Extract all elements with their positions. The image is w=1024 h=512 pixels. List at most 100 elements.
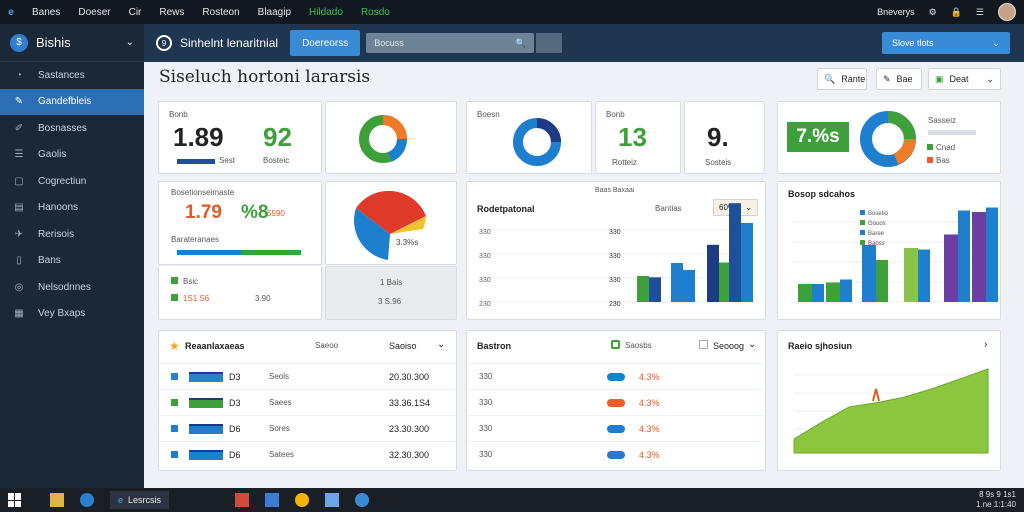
- summary-value: 1S1 S6: [183, 294, 210, 303]
- menu-item[interactable]: Hildado: [309, 6, 343, 18]
- area-chart-card: Raeio sjhosiun ›: [777, 330, 1001, 471]
- sidebar-header[interactable]: $ Bishis ⌄: [0, 24, 144, 62]
- toggle-icon[interactable]: [607, 398, 625, 407]
- tick-label: 230: [479, 301, 491, 308]
- browser-icon[interactable]: [80, 493, 94, 507]
- page-bar: Siseluch hortoni lararsis 🔍 Rante ✎ Bae ▣ D…: [144, 62, 1024, 92]
- globe-icon: ◎: [14, 281, 24, 293]
- chevron-down-icon[interactable]: ⌄: [125, 37, 134, 48]
- header-title: Sinhelnt lenaritnial: [180, 36, 279, 50]
- legend-swatch: [860, 210, 865, 215]
- sidebar-item[interactable]: ✈ Rerisois: [0, 221, 144, 248]
- bar: [918, 249, 930, 302]
- row-label: Sores: [269, 424, 290, 433]
- sidebar-item[interactable]: ▦ Vey Bxaps: [0, 301, 144, 328]
- bar: [944, 234, 958, 302]
- menu-item[interactable]: Blaagip: [257, 6, 292, 18]
- chrome-icon[interactable]: [295, 493, 310, 507]
- table-row[interactable]: 330 4.3%: [467, 415, 765, 441]
- sidebar-item[interactable]: ◔ Sastances: [0, 62, 144, 89]
- tick-label: 230: [609, 301, 621, 308]
- taskbar-app[interactable]: e Lesrcsis: [110, 491, 170, 509]
- table-row[interactable]: 330 4.3%: [467, 441, 765, 467]
- chevron-right-icon[interactable]: ›: [984, 339, 988, 350]
- row-code: D6: [229, 449, 241, 460]
- toggle-icon[interactable]: [607, 372, 625, 381]
- menu-item[interactable]: Cir: [128, 6, 142, 18]
- search-icon: 🔍: [824, 73, 836, 84]
- checkbox-icon[interactable]: [611, 340, 620, 349]
- app-logo-icon[interactable]: e: [8, 6, 14, 18]
- date-dropdown[interactable]: ▣ Deat ⌄: [928, 68, 1001, 90]
- chart-label: Bantias: [655, 204, 682, 213]
- menu-item[interactable]: Rosteon: [202, 6, 240, 18]
- table-row[interactable]: D3 Saees 33.36.1S4: [159, 389, 456, 415]
- table-row[interactable]: D6 Satees 32.30.300: [159, 441, 456, 467]
- search-button[interactable]: [536, 33, 563, 53]
- star-icon[interactable]: ★: [169, 339, 180, 353]
- table-row[interactable]: 330 4.3%: [467, 389, 765, 415]
- sidebar-item[interactable]: ✎ Gandefbleis: [0, 88, 144, 115]
- bar: [637, 276, 649, 302]
- chart-title: Rodetpatonal: [477, 204, 535, 214]
- chart-top-label: Baas Baxaai: [595, 187, 635, 194]
- sidebar-item[interactable]: ✐ Bosnasses: [0, 115, 144, 142]
- bar: [683, 269, 695, 302]
- dropdown-label[interactable]: Seooog: [713, 341, 745, 351]
- gear-icon[interactable]: ⚙: [928, 6, 937, 17]
- table-row[interactable]: 330 4.3%: [467, 363, 765, 389]
- chevron-down-icon[interactable]: ⌄: [437, 339, 446, 350]
- area-chart: [793, 368, 989, 454]
- app-header: 9 Sinhelnt lenaritnial Doereorss Bocuss …: [144, 24, 1024, 62]
- toggle-icon[interactable]: [607, 450, 625, 459]
- header-tab[interactable]: Doereorss: [290, 30, 361, 56]
- bar: [812, 284, 824, 302]
- menu-item[interactable]: Rosdo: [360, 6, 390, 18]
- sidebar-item[interactable]: ▯ Bans: [0, 248, 144, 275]
- menu-item[interactable]: Banes: [32, 6, 61, 18]
- bar-chart: Bosetio Gouos Baree Baoss: [793, 207, 998, 303]
- bar: [729, 203, 741, 302]
- sidebar-item[interactable]: ▤ Hanoons: [0, 195, 144, 222]
- table-row[interactable]: D3 Seols 20.30.300: [159, 363, 456, 389]
- avatar[interactable]: [998, 3, 1016, 21]
- summary-card: Bsic 1S1 S6 3.90: [158, 266, 322, 320]
- row-swatch: [171, 451, 178, 458]
- sidebar-item[interactable]: ◎ Nelsodnnes: [0, 274, 144, 301]
- toggle-icon[interactable]: [607, 424, 625, 433]
- grid-icon: ▦: [14, 308, 24, 320]
- donut-segment: [387, 138, 407, 162]
- search-button[interactable]: 🔍 Rante: [817, 68, 867, 90]
- card-foot: Barateranaes: [171, 235, 220, 244]
- lock-icon[interactable]: 🔒: [950, 6, 962, 17]
- legend-item: Bas: [936, 156, 950, 165]
- card-label: Boesn: [477, 110, 500, 119]
- bar: [719, 262, 731, 302]
- sidebar-item[interactable]: ▢ Cogrectiun: [0, 168, 144, 195]
- app-icon[interactable]: [325, 493, 340, 507]
- table-row[interactable]: D6 Sores 23.30.300: [159, 415, 456, 441]
- search-input[interactable]: Bocuss 🔍: [366, 33, 535, 53]
- sidebar-item[interactable]: ☰ Gaolis: [0, 142, 144, 169]
- menu-item[interactable]: Rews: [159, 6, 185, 18]
- windows-icon[interactable]: [8, 493, 22, 507]
- app-icon[interactable]: [235, 493, 250, 507]
- folder-icon[interactable]: [50, 493, 64, 507]
- app-icon[interactable]: [265, 493, 280, 507]
- checkbox-icon[interactable]: [699, 340, 708, 349]
- kpi-card: Bosetionseimaste 1.79 %8 5590 Baraterana…: [158, 181, 322, 265]
- menu-item[interactable]: Doeser: [78, 6, 111, 18]
- app-icon[interactable]: [355, 493, 370, 507]
- clock[interactable]: 8 9s 9 1s1 1.ne 1:1:40: [975, 490, 1016, 509]
- row-percent: 4.3%: [639, 371, 660, 382]
- header-action-button[interactable]: Slove tlots ⌄: [882, 32, 1010, 54]
- edit-button[interactable]: ✎ Bae: [876, 68, 922, 90]
- column-header[interactable]: Saoiso: [389, 341, 417, 351]
- summary-value: 3.90: [255, 294, 271, 303]
- chevron-down-icon[interactable]: ⌄: [748, 339, 757, 350]
- summary-value: 1 Bais: [380, 278, 403, 287]
- summary-card: 1 Bais 3 S.96: [325, 266, 457, 320]
- row-code: D3: [229, 371, 241, 382]
- table-title: Reaanlaxaeas: [185, 341, 245, 351]
- menu-icon[interactable]: ☰: [975, 6, 984, 17]
